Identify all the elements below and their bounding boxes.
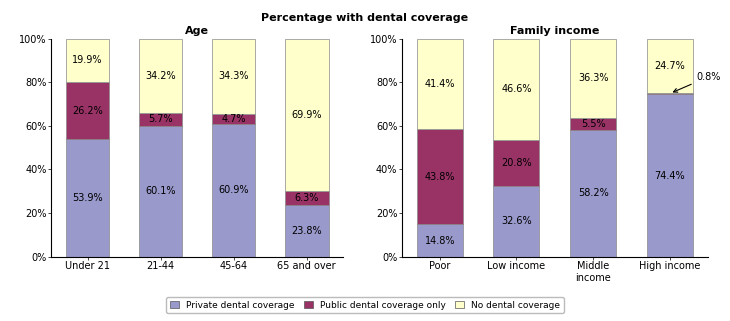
Text: 24.7%: 24.7% <box>654 61 685 71</box>
Text: 20.8%: 20.8% <box>502 158 531 168</box>
Text: 58.2%: 58.2% <box>577 188 609 198</box>
Bar <box>212 39 256 114</box>
Bar <box>493 39 539 140</box>
Bar <box>570 130 616 257</box>
Text: 53.9%: 53.9% <box>72 193 103 203</box>
Bar <box>285 191 328 205</box>
Text: 14.8%: 14.8% <box>425 236 455 246</box>
Text: 23.8%: 23.8% <box>291 226 322 236</box>
Text: 4.7%: 4.7% <box>221 114 246 124</box>
Text: Percentage with dental coverage: Percentage with dental coverage <box>261 13 469 23</box>
Bar <box>570 118 616 130</box>
Bar <box>647 94 693 257</box>
Text: 69.9%: 69.9% <box>291 110 322 120</box>
Text: 36.3%: 36.3% <box>578 73 608 83</box>
Text: 5.7%: 5.7% <box>148 114 173 125</box>
Title: Family income: Family income <box>510 26 599 36</box>
Bar <box>66 139 110 257</box>
Title: Age: Age <box>185 26 209 36</box>
Bar <box>139 39 182 113</box>
Text: 34.2%: 34.2% <box>145 71 176 81</box>
Bar <box>66 39 110 82</box>
Bar <box>212 124 256 257</box>
Bar <box>493 186 539 257</box>
Text: 60.9%: 60.9% <box>218 185 249 195</box>
Bar <box>417 129 463 224</box>
Text: 26.2%: 26.2% <box>72 106 103 116</box>
Text: 46.6%: 46.6% <box>502 84 531 94</box>
Bar <box>647 39 693 93</box>
Bar <box>417 224 463 257</box>
Text: 74.4%: 74.4% <box>655 170 685 181</box>
Bar <box>417 39 463 129</box>
Text: 34.3%: 34.3% <box>218 71 249 81</box>
Text: 6.3%: 6.3% <box>294 193 319 203</box>
Text: 0.8%: 0.8% <box>674 72 721 92</box>
Text: 60.1%: 60.1% <box>145 186 176 196</box>
Bar <box>570 39 616 118</box>
Bar <box>139 126 182 257</box>
Text: 43.8%: 43.8% <box>425 172 455 182</box>
Text: 41.4%: 41.4% <box>425 79 455 89</box>
Bar <box>647 93 693 94</box>
Bar <box>66 82 110 139</box>
Bar <box>212 114 256 124</box>
Bar <box>493 140 539 186</box>
Bar <box>139 113 182 126</box>
Text: 19.9%: 19.9% <box>72 55 103 65</box>
Text: 5.5%: 5.5% <box>581 119 605 129</box>
Bar <box>285 39 328 191</box>
Text: 32.6%: 32.6% <box>502 216 531 226</box>
Legend: Private dental coverage, Public dental coverage only, No dental coverage: Private dental coverage, Public dental c… <box>166 297 564 313</box>
Bar <box>285 205 328 257</box>
